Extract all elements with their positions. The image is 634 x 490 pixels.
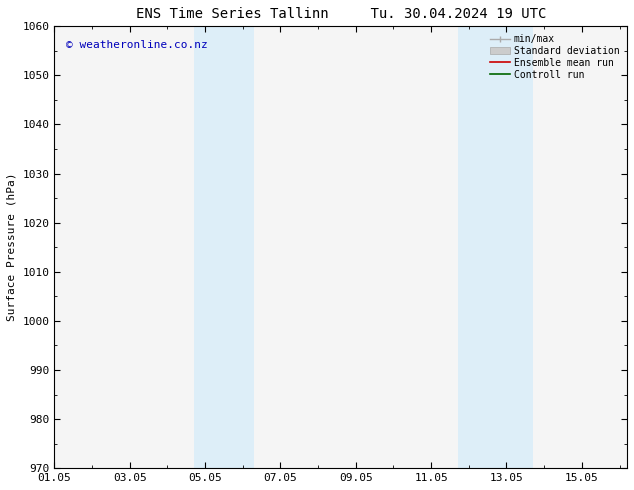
Bar: [194, 26, 254, 468]
Y-axis label: Surface Pressure (hPa): Surface Pressure (hPa): [7, 173, 17, 321]
Bar: [458, 26, 533, 468]
Title: ENS Time Series Tallinn     Tu. 30.04.2024 19 UTC: ENS Time Series Tallinn Tu. 30.04.2024 1…: [136, 7, 546, 21]
Legend: min/max, Standard deviation, Ensemble mean run, Controll run: min/max, Standard deviation, Ensemble me…: [488, 31, 622, 83]
Text: © weatheronline.co.nz: © weatheronline.co.nz: [66, 40, 207, 49]
